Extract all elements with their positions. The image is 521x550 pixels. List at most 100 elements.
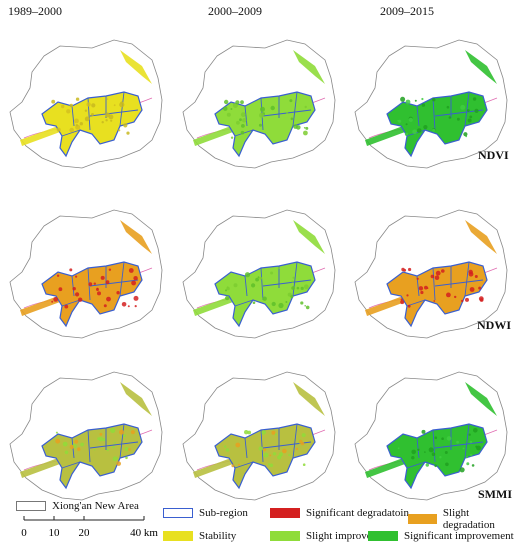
pixel-patch [106,449,109,452]
pixel-patch [271,301,276,307]
pixel-patch [423,125,428,130]
pixel-patch [424,451,426,453]
pixel-patch [110,427,116,433]
pixel-patch [64,450,69,455]
pixel-patch [478,296,484,302]
pixel-patch [255,277,259,282]
map-svg [9,209,163,339]
map-panel-smmi-3 [347,350,515,510]
legend-subregion-label: Sub-region [199,507,248,519]
pixel-patch [240,130,245,135]
pixel-patch [55,438,61,444]
pixel-patch [116,461,121,466]
pixel-patch [105,112,110,118]
pixel-patch [226,286,229,289]
pixel-patch [130,430,135,435]
river-stripe [120,220,152,254]
subregion-divider [416,105,420,127]
pixel-patch [261,430,266,435]
area-swatch [16,501,46,511]
pixel-patch [432,98,436,102]
lake-patch [365,458,405,478]
legend-slight-deg: Slight degradation [408,507,521,531]
pixel-patch [260,106,265,112]
pixel-patch [93,282,97,285]
subregion-divider [244,437,248,459]
pixel-patch [244,272,251,278]
pixel-patch [237,463,240,466]
pixel-patch [56,274,60,277]
pixel-patch [75,124,79,127]
map-svg [182,209,336,339]
pixel-patch [286,111,289,114]
pixel-patch [303,284,309,290]
subregion-divider [234,461,254,469]
pixel-patch [469,115,473,119]
river-stripe [465,382,497,416]
pixel-patch [446,105,450,109]
pixel-patch [412,129,417,135]
subregion-area [386,261,488,328]
pixel-patch [408,267,412,272]
pixel-patch [108,268,112,271]
pixel-patch [58,287,63,292]
map-panel-ndvi-2 [175,18,343,178]
subregion-divider [119,423,125,459]
pixel-patch [223,106,228,111]
pixel-patch [75,292,80,297]
pixel-patch [291,280,294,283]
subregion-divider [71,105,75,127]
subregion-divider [432,97,436,131]
pixel-patch [84,116,90,122]
pixel-patch [408,117,413,122]
col-title-2: 2000–2009 [208,4,262,18]
pixel-patch [465,297,469,302]
pixel-patch [290,117,294,121]
pixel-patch [127,305,130,308]
pixel-patch [300,286,304,290]
pixel-patch [462,447,465,450]
pixel-patch [426,287,429,289]
pixel-patch [118,129,121,132]
subregion-divider [260,429,264,463]
lake-patch [365,126,405,146]
pixel-patch [404,132,409,136]
pixel-patch [269,454,272,457]
pixel-patch [230,136,234,139]
pixel-patch [91,113,94,116]
map-panel-ndwi-2 [175,188,343,348]
pixel-patch [224,445,227,448]
stability-swatch [163,531,193,541]
pixel-patch [56,127,61,132]
map-svg [9,371,163,501]
pixel-patch [225,295,230,301]
pixel-patch [121,302,127,307]
map-panel-ndwi-3 [347,188,515,348]
subregion-divider [71,275,75,297]
pixel-patch [474,275,478,278]
lake-patch [193,126,233,146]
pixel-patch [469,440,473,444]
subregion-area [41,261,143,328]
scale-tick-0: 0 [21,527,27,539]
pixel-patch [69,103,74,108]
river-stripe [293,220,325,254]
pixel-patch [86,102,91,107]
pixel-patch [278,452,283,457]
pixel-patch [405,123,408,126]
legend-slight-deg-label: Slight degradation [442,507,495,531]
pixel-patch [466,462,470,466]
pixel-patch [128,268,134,273]
pixel-patch [262,296,267,301]
pixel-patch [467,118,472,123]
pixel-patch [64,304,69,309]
pixel-patch [126,131,130,135]
pixel-patch [416,128,422,133]
pixel-patch [69,268,73,272]
river-stripe [293,382,325,416]
pixel-patch [96,288,99,291]
pixel-patch [244,430,249,435]
pixel-patch [97,291,101,296]
river-stripe [465,220,497,254]
pixel-patch [66,109,71,114]
